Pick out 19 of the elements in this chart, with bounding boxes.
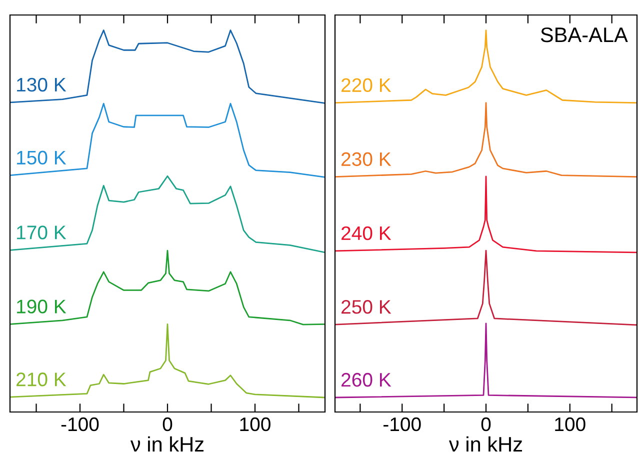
x-tick-label: 100 [240,417,270,432]
x-tick-label: 0 [162,417,172,432]
series-label: 220 K [342,78,392,92]
annotation: SBA-ALA [540,27,628,42]
x-tick-label: 0 [481,417,491,432]
series-label: 170 K [17,226,66,240]
series-label: 260 K [342,372,392,387]
series-label: 130 K [17,78,66,92]
series-label: 230 K [342,152,392,166]
series-label: 240 K [342,226,392,240]
series-label: 150 K [17,150,66,165]
x-axis-title: ν in kHz [448,436,522,452]
series-label: 190 K [17,300,66,314]
x-tick-label: 100 [555,417,586,432]
series-label: 210 K [16,372,66,386]
series-label: 250 K [342,300,392,314]
x-tick-label: -100 [61,417,99,432]
x-tick-label: -100 [384,417,421,432]
x-axis-title: ν in kHz [130,436,204,452]
